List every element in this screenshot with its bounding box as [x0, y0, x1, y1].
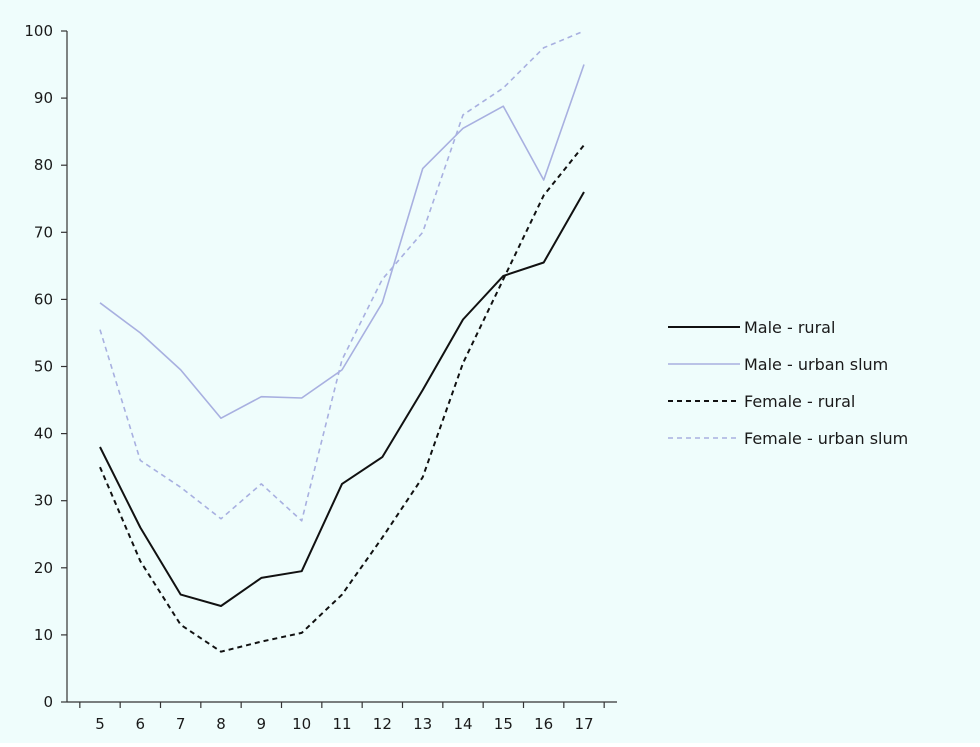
x-tick-label: 8 [216, 715, 226, 733]
series-layer [99, 30, 585, 653]
y-tick-label: 0 [43, 693, 53, 711]
y-tick-label: 60 [34, 290, 53, 308]
series-line-1 [99, 191, 585, 607]
x-tick-label: 11 [332, 715, 351, 733]
legend-label: Female - urban slum [744, 429, 908, 448]
y-tick-label: 100 [24, 22, 53, 40]
y-tick-label: 80 [34, 156, 53, 174]
axes-layer: 0 10 20 30 40 50 60 70 80 90 100 5 6 7 8 9 10 11 12 13 14 15 1… [24, 22, 617, 733]
y-tick-label: 90 [34, 89, 53, 107]
x-tick-label: 13 [413, 715, 432, 733]
legend-label: Male - urban slum [744, 355, 888, 374]
x-tick-label: 12 [373, 715, 392, 733]
x-tick-label: 7 [176, 715, 186, 733]
series-line-3 [99, 144, 585, 653]
x-tick-label: 15 [494, 715, 513, 733]
x-tick-label: 10 [292, 715, 311, 733]
x-tick-label: 17 [574, 715, 593, 733]
legend-label: Male - rural [744, 318, 835, 337]
y-tick-label: 40 [34, 425, 53, 443]
y-tick-label: 50 [34, 358, 53, 376]
series-line-2 [99, 64, 585, 420]
x-tick-label: 14 [453, 715, 472, 733]
x-tick-label: 9 [257, 715, 267, 733]
legend: Male - rural Male - urban slum Female - ru… [668, 318, 908, 448]
x-tick-label: 6 [136, 715, 146, 733]
y-tick-label: 70 [34, 223, 53, 241]
legend-label: Female - rural [744, 392, 855, 411]
x-tick-label: 5 [95, 715, 105, 733]
y-tick-label: 10 [34, 626, 53, 644]
y-tick-label: 30 [34, 492, 53, 510]
y-tick-label: 20 [34, 559, 53, 577]
x-tick-label: 16 [534, 715, 553, 733]
